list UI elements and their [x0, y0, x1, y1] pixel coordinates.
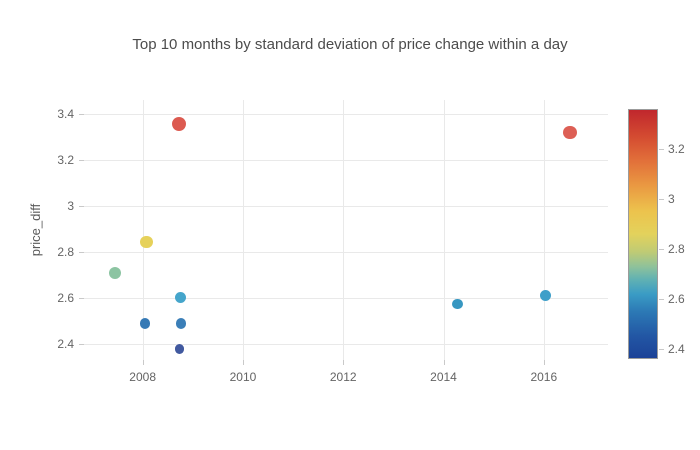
y-tick-mark — [79, 344, 84, 346]
colorbar-gradient — [629, 110, 657, 358]
colorbar-tick-mark — [659, 349, 664, 350]
x-gridline — [343, 100, 345, 360]
colorbar-tick-label: 2.6 — [668, 292, 685, 306]
y-gridline — [84, 206, 608, 208]
colorbar-tick-mark — [659, 149, 664, 150]
x-tick-label: 2016 — [530, 370, 558, 384]
colorbar-tick-mark — [659, 299, 664, 300]
y-gridline — [84, 298, 608, 300]
plot-area[interactable]: 2.4 2.6 2.8 3 3.2 3.4 2008 2010 2012 2014 2016 — [57, 100, 608, 384]
x-tick-label: 2010 — [229, 370, 257, 384]
x-tick-mark — [242, 360, 244, 365]
y-tick-mark — [79, 159, 84, 161]
y-gridline — [84, 159, 608, 161]
scatter-point[interactable] — [174, 344, 185, 354]
y-gridline — [84, 252, 608, 254]
scatter-point[interactable] — [174, 291, 186, 303]
x-gridline — [443, 100, 445, 360]
y-tick-label: 3 — [67, 199, 74, 214]
scatter-point[interactable] — [139, 318, 151, 329]
y-tick-label: 3.4 — [57, 106, 74, 121]
scatter-point[interactable] — [540, 290, 552, 302]
y-tick-label: 2.6 — [57, 291, 74, 306]
x-tick-mark — [543, 360, 545, 365]
colorbar-tick-mark — [659, 249, 664, 250]
x-gridline — [242, 100, 244, 360]
x-gridline — [543, 100, 545, 360]
scatter-point[interactable] — [175, 318, 187, 329]
x-tick-label: 2008 — [129, 370, 156, 384]
scatter-point[interactable] — [563, 125, 577, 140]
colorbar: 2.4 2.6 2.8 3 3.2 — [628, 109, 685, 359]
colorbar-tick-label: 3.2 — [668, 142, 685, 156]
x-gridline — [142, 100, 144, 360]
y-gridline — [84, 344, 608, 346]
y-tick-mark — [79, 298, 84, 300]
colorbar-tick-label: 2.4 — [668, 342, 685, 356]
x-tick-label: 2012 — [329, 370, 357, 384]
y-tick-mark — [79, 252, 84, 254]
colorbar-tick-label: 2.8 — [668, 242, 685, 256]
chart-title: Top 10 months by standard deviation of p… — [132, 36, 568, 53]
y-tick-mark — [79, 206, 84, 208]
y-tick-label: 3.2 — [57, 152, 74, 167]
colorbar-tick-mark — [659, 199, 664, 200]
colorbar-tick-label: 3 — [668, 192, 675, 206]
x-tick-mark — [443, 360, 445, 365]
scatter-point[interactable] — [108, 266, 121, 279]
y-gridline — [84, 113, 608, 115]
x-tick-mark — [142, 360, 144, 365]
scatter-point[interactable] — [172, 117, 187, 132]
y-tick-label: 2.8 — [57, 245, 74, 260]
x-tick-mark — [343, 360, 345, 365]
scatter-point[interactable] — [140, 235, 153, 248]
y-tick-label: 2.4 — [57, 337, 74, 352]
scatter-point[interactable] — [452, 298, 463, 310]
x-tick-label: 2014 — [430, 370, 457, 384]
y-tick-mark — [79, 113, 84, 115]
